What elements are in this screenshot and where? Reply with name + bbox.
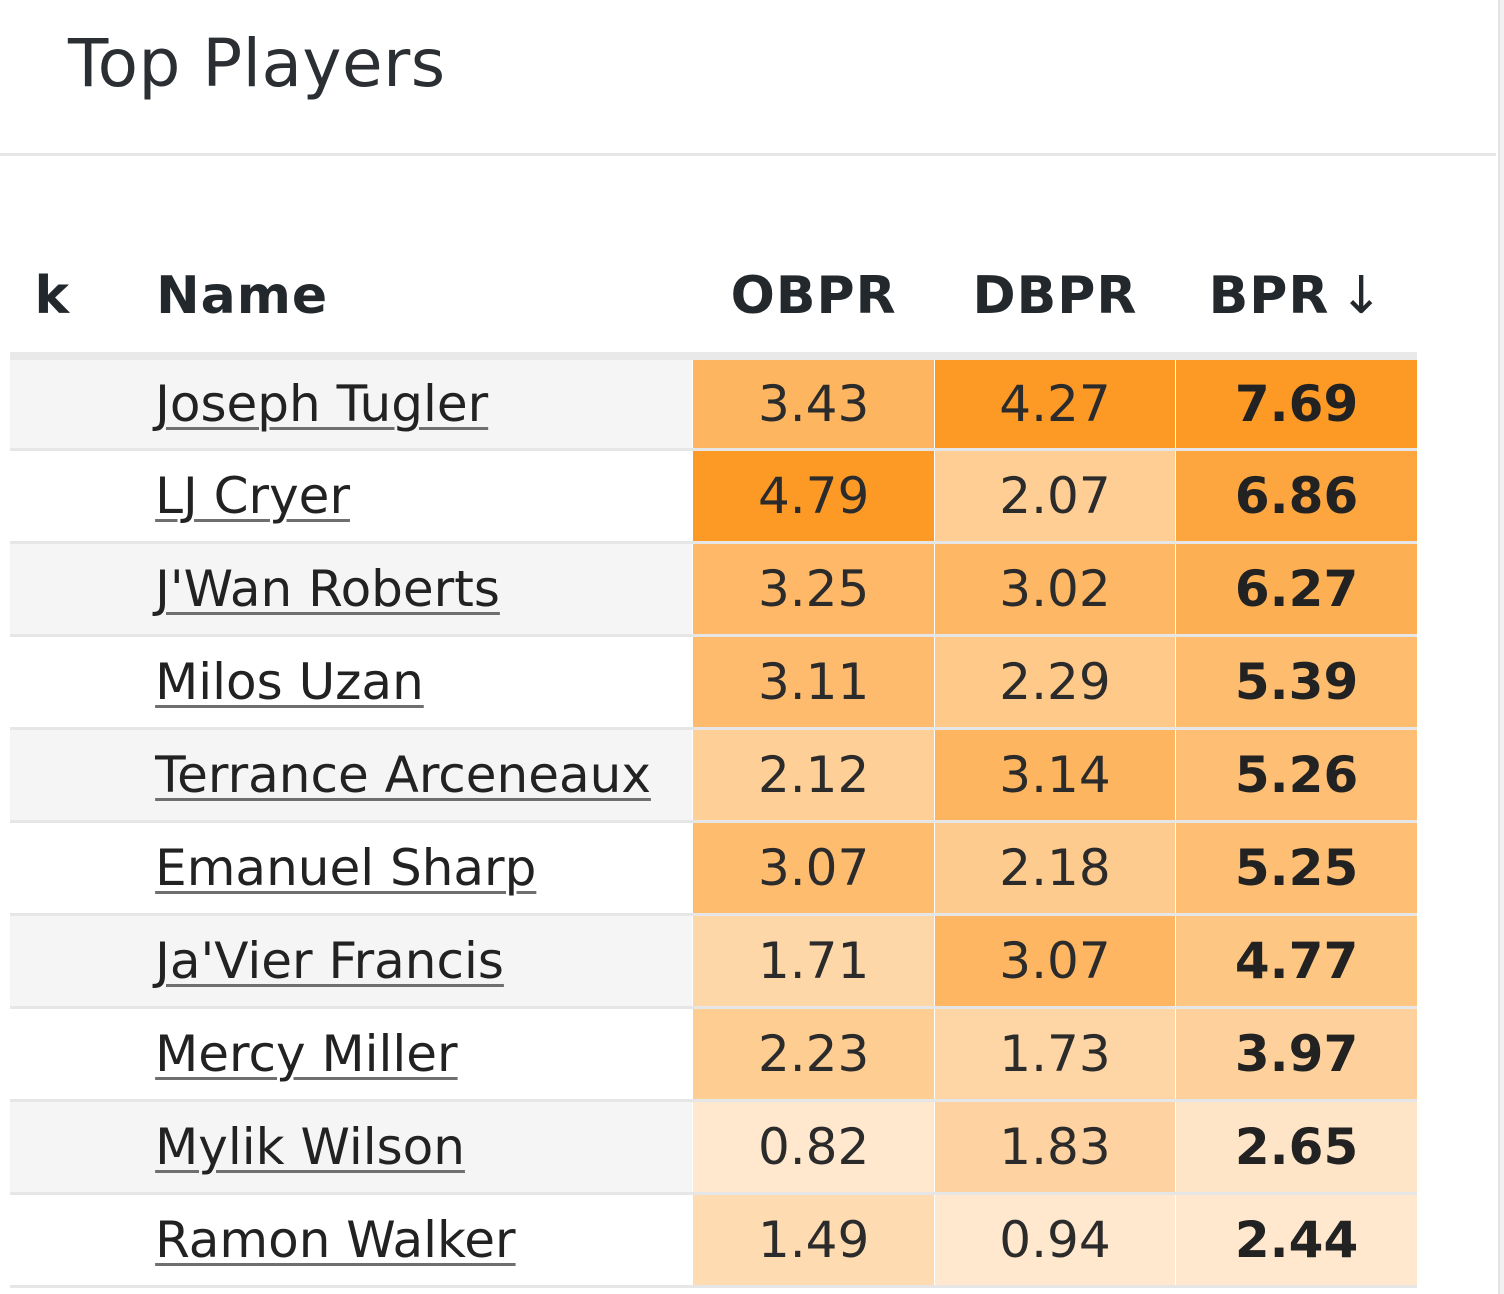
column-header-bpr-label: BPR — [1208, 266, 1330, 326]
player-link[interactable]: Mercy Miller — [155, 1024, 458, 1083]
name-cell: Emanuel Sharp — [98, 821, 693, 916]
bpr-cell: 5.25 — [1175, 821, 1417, 916]
bpr-cell: 3.97 — [1175, 1007, 1417, 1102]
column-header-obpr[interactable]: OBPR — [692, 240, 935, 360]
name-cell: Mylik Wilson — [98, 1100, 693, 1195]
rank-cell — [10, 914, 99, 1009]
column-header-name[interactable]: Name — [98, 240, 693, 360]
table-row: LJ Cryer 4.79 2.07 6.86 — [10, 449, 1417, 544]
name-cell: Joseph Tugler — [98, 356, 693, 451]
bpr-cell: 5.26 — [1175, 728, 1417, 823]
table-row: Milos Uzan 3.11 2.29 5.39 — [10, 635, 1417, 730]
rank-cell — [10, 1007, 99, 1102]
obpr-cell: 0.82 — [692, 1100, 935, 1195]
obpr-cell: 2.23 — [692, 1007, 935, 1102]
name-cell: J'Wan Roberts — [98, 542, 693, 637]
player-link[interactable]: LJ Cryer — [155, 466, 350, 525]
column-header-rank[interactable]: k — [10, 240, 99, 360]
players-table: k Name OBPR DBPR BPR ↓ Joseph Tugler 3.43 4… — [10, 240, 1417, 1288]
bpr-cell: 7.69 — [1175, 356, 1417, 451]
dbpr-cell: 0.94 — [933, 1193, 1176, 1288]
rank-cell — [10, 821, 99, 916]
dbpr-cell: 2.18 — [933, 821, 1176, 916]
name-cell: Ja'Vier Francis — [98, 914, 693, 1009]
player-link[interactable]: Milos Uzan — [155, 652, 424, 711]
obpr-cell: 3.43 — [692, 356, 935, 451]
player-link[interactable]: Terrance Arceneaux — [155, 745, 651, 804]
table-body: Joseph Tugler 3.43 4.27 7.69 LJ Cryer 4.79 2.… — [10, 356, 1417, 1288]
rank-cell — [10, 449, 99, 544]
players-table-container[interactable]: k Name OBPR DBPR BPR ↓ Joseph Tugler 3.43 4… — [0, 240, 1420, 1290]
rank-cell — [10, 356, 99, 451]
page-title: Top Players — [68, 25, 446, 102]
name-cell: Terrance Arceneaux — [98, 728, 693, 823]
rank-cell — [10, 1100, 99, 1195]
bpr-cell: 5.39 — [1175, 635, 1417, 730]
obpr-cell: 1.71 — [692, 914, 935, 1009]
dbpr-cell: 3.14 — [933, 728, 1176, 823]
player-link[interactable]: Joseph Tugler — [155, 374, 489, 433]
obpr-cell: 2.12 — [692, 728, 935, 823]
player-link[interactable]: J'Wan Roberts — [155, 559, 500, 618]
bpr-cell: 6.86 — [1175, 449, 1417, 544]
name-cell: Mercy Miller — [98, 1007, 693, 1102]
scrollbar-track[interactable] — [1498, 0, 1504, 1294]
bpr-cell: 2.44 — [1175, 1193, 1417, 1288]
table-row: Mercy Miller 2.23 1.73 3.97 — [10, 1007, 1417, 1102]
table-row: Terrance Arceneaux 2.12 3.14 5.26 — [10, 728, 1417, 823]
table-row: Ja'Vier Francis 1.71 3.07 4.77 — [10, 914, 1417, 1009]
player-link[interactable]: Ramon Walker — [155, 1210, 516, 1269]
dbpr-cell: 4.27 — [933, 356, 1176, 451]
obpr-cell: 3.25 — [692, 542, 935, 637]
player-link[interactable]: Emanuel Sharp — [155, 838, 537, 897]
dbpr-cell: 3.07 — [933, 914, 1176, 1009]
obpr-cell: 3.11 — [692, 635, 935, 730]
rank-cell — [10, 1193, 99, 1288]
table-row: Mylik Wilson 0.82 1.83 2.65 — [10, 1100, 1417, 1195]
bpr-cell: 2.65 — [1175, 1100, 1417, 1195]
table-row: J'Wan Roberts 3.25 3.02 6.27 — [10, 542, 1417, 637]
rank-cell — [10, 728, 99, 823]
dbpr-cell: 2.07 — [933, 449, 1176, 544]
name-cell: Milos Uzan — [98, 635, 693, 730]
name-cell: Ramon Walker — [98, 1193, 693, 1288]
sort-descending-icon: ↓ — [1339, 266, 1384, 326]
table-row: Ramon Walker 1.49 0.94 2.44 — [10, 1193, 1417, 1288]
player-link[interactable]: Ja'Vier Francis — [155, 931, 504, 990]
dbpr-cell: 3.02 — [933, 542, 1176, 637]
obpr-cell: 3.07 — [692, 821, 935, 916]
column-header-bpr[interactable]: BPR ↓ — [1175, 240, 1417, 360]
bpr-cell: 6.27 — [1175, 542, 1417, 637]
dbpr-cell: 2.29 — [933, 635, 1176, 730]
column-header-dbpr[interactable]: DBPR — [934, 240, 1176, 360]
rank-cell — [10, 542, 99, 637]
table-header-row: k Name OBPR DBPR BPR ↓ — [10, 240, 1417, 360]
dbpr-cell: 1.73 — [933, 1007, 1176, 1102]
dbpr-cell: 1.83 — [933, 1100, 1176, 1195]
player-link[interactable]: Mylik Wilson — [155, 1117, 465, 1176]
rank-cell — [10, 635, 99, 730]
table-row: Joseph Tugler 3.43 4.27 7.69 — [10, 356, 1417, 451]
obpr-cell: 1.49 — [692, 1193, 935, 1288]
name-cell: LJ Cryer — [98, 449, 693, 544]
card-header: Top Players — [0, 0, 1496, 156]
obpr-cell: 4.79 — [692, 449, 935, 544]
table-row: Emanuel Sharp 3.07 2.18 5.25 — [10, 821, 1417, 916]
bpr-cell: 4.77 — [1175, 914, 1417, 1009]
